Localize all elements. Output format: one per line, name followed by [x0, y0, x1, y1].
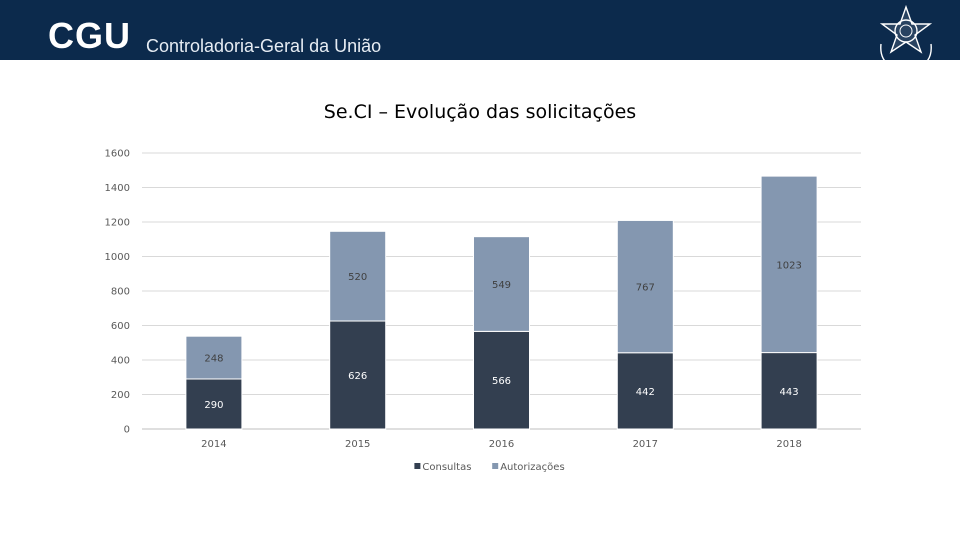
legend-label: Consultas — [422, 462, 471, 473]
org-name: Controladoria-Geral da União — [146, 36, 382, 56]
bar-autorizacoes-2016 — [473, 236, 530, 332]
data-label: 248 — [204, 354, 223, 365]
y-tick-label: 400 — [111, 356, 130, 367]
bar-consultas-2018 — [760, 352, 818, 430]
data-label: 549 — [492, 280, 511, 291]
x-tick-label: 2014 — [201, 439, 226, 450]
x-tick-label: 2018 — [776, 439, 801, 450]
data-label: 1023 — [776, 260, 801, 271]
coat-of-arms-icon — [879, 4, 933, 72]
data-label: 443 — [780, 387, 799, 398]
bar-consultas-2016 — [473, 330, 530, 430]
x-tick-label: 2017 — [633, 439, 658, 450]
y-tick-label: 800 — [111, 287, 130, 298]
data-label: 442 — [636, 387, 655, 398]
bar-consultas-2014 — [185, 378, 243, 430]
legend-swatch-consultas — [414, 463, 421, 469]
bar-autorizacoes-2014 — [185, 335, 243, 380]
y-tick-label: 1400 — [105, 183, 130, 194]
y-tick-label: 1600 — [105, 149, 130, 160]
y-tick-label: 200 — [111, 390, 130, 401]
header-bar: CGU Controladoria-Geral da União — [0, 0, 960, 60]
data-label: 767 — [636, 283, 655, 294]
data-label: 290 — [204, 400, 223, 411]
x-tick-label: 2015 — [345, 439, 370, 450]
data-label: 520 — [348, 272, 367, 283]
x-tick-label: 2016 — [489, 439, 514, 450]
cgu-logo: CGU — [48, 15, 131, 56]
bar-consultas-2017 — [616, 352, 674, 430]
bar-autorizacoes-2017 — [616, 219, 674, 354]
chart-title: Se.CI – Evolução das solicitações — [323, 101, 637, 123]
bar-autorizacoes-2018 — [760, 175, 818, 354]
bar-autorizacoes-2015 — [329, 230, 387, 322]
data-label: 626 — [348, 371, 367, 382]
y-tick-label: 1000 — [105, 252, 130, 263]
y-tick-label: 1200 — [105, 218, 130, 229]
data-label: 566 — [492, 376, 511, 387]
legend-label: Autorizações — [500, 462, 564, 473]
y-tick-label: 600 — [111, 321, 130, 332]
legend-swatch-autorizacoes — [492, 463, 499, 469]
y-tick-label: 0 — [124, 425, 130, 436]
